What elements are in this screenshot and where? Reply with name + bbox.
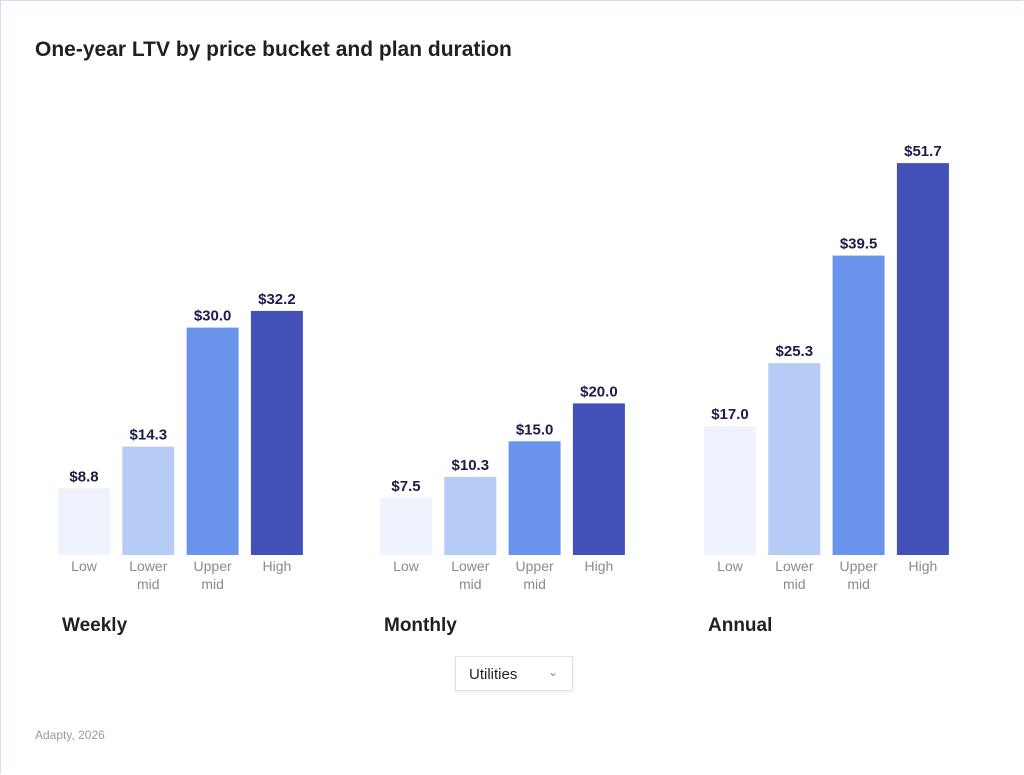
tick-label: Upper [840, 558, 878, 574]
tick-label: Low [71, 558, 98, 574]
group-label: Weekly [62, 615, 128, 636]
tick-label: mid [201, 576, 224, 592]
value-label: $39.5 [840, 236, 878, 253]
value-label: $8.8 [69, 468, 98, 485]
source-note: Adapty, 2026 [35, 728, 105, 742]
value-label: $51.7 [904, 143, 942, 160]
value-label: $10.3 [452, 457, 490, 474]
bar-annual-3 [896, 163, 949, 555]
bar-weekly-1 [122, 446, 175, 555]
bar-monthly-1 [444, 476, 497, 555]
value-label: $32.2 [258, 291, 296, 308]
tick-label: mid [523, 576, 546, 592]
bar-monthly-0 [380, 498, 432, 555]
value-label: $30.0 [194, 308, 232, 325]
tick-label: Lower [451, 558, 489, 574]
bar-annual-2 [832, 255, 885, 555]
tick-label: Upper [194, 558, 232, 574]
bar-monthly-3 [572, 403, 625, 555]
bar-annual-0 [704, 426, 756, 555]
tick-label: Low [393, 558, 420, 574]
bar-weekly-3 [250, 310, 303, 555]
tick-label: Upper [516, 558, 554, 574]
tick-label: Lower [129, 558, 167, 574]
bar-monthly-2 [508, 441, 561, 555]
tick-label: High [585, 558, 614, 574]
value-label: $14.3 [130, 427, 168, 444]
category-dropdown[interactable]: Utilities ⌄ [455, 656, 573, 691]
tick-label: mid [783, 576, 806, 592]
bar-annual-1 [768, 363, 821, 555]
value-label: $17.0 [711, 406, 749, 423]
tick-label: mid [459, 576, 482, 592]
dropdown-value: Utilities [469, 666, 518, 683]
value-label: $25.3 [776, 343, 814, 360]
tick-label: High [909, 558, 938, 574]
bar-weekly-0 [58, 488, 110, 555]
value-label: $20.0 [580, 383, 618, 400]
tick-label: mid [847, 576, 870, 592]
tick-label: Lower [775, 558, 813, 574]
value-label: $7.5 [391, 478, 420, 495]
value-label: $15.0 [516, 421, 554, 438]
tick-label: mid [137, 576, 160, 592]
chevron-down-icon: ⌄ [547, 665, 558, 679]
bar-weekly-2 [186, 327, 239, 555]
group-label: Monthly [384, 615, 457, 636]
chart-title: One-year LTV by price bucket and plan du… [35, 38, 512, 61]
group-label: Annual [708, 615, 772, 636]
tick-label: Low [717, 558, 744, 574]
tick-label: High [263, 558, 292, 574]
